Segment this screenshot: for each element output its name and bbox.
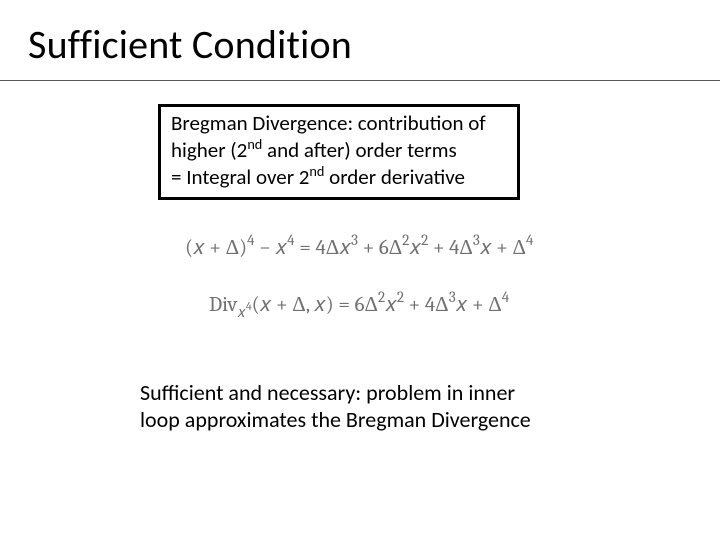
eq2-p4: 4: [502, 288, 509, 306]
eq2-b: 𝑥: [385, 293, 397, 317]
eq2-p2b: 2: [397, 288, 404, 306]
eq1-g: 𝑥 + Δ: [480, 236, 526, 260]
box-line-2a: higher (2: [171, 137, 247, 163]
eq1-p4a: 4: [247, 231, 254, 249]
eq2-sub: 𝑥4: [237, 303, 251, 321]
eq1-a: (𝑥 + Δ): [185, 236, 247, 260]
eq1-b: − 𝑥: [255, 236, 288, 260]
eq1-f: + 4Δ: [428, 236, 473, 260]
eq2-sub-p: 4: [246, 299, 252, 313]
eq2-div: Div: [209, 293, 237, 317]
box-line-2: higher (2nd and after) order terms: [171, 136, 507, 163]
box-line-3: = Integral over 2nd order derivative: [171, 163, 507, 190]
box-line-3-sup: nd: [309, 162, 324, 180]
eq2-c: + 4Δ: [404, 293, 449, 317]
footer-text: Sufficient and necessary: problem in inn…: [140, 380, 600, 434]
eq1-p4b: 4: [287, 231, 294, 249]
definition-box: Bregman Divergence: contribution of high…: [158, 104, 520, 200]
eq1-p3a: 3: [351, 231, 358, 249]
eq1-e: 𝑥: [409, 236, 421, 260]
box-line-2-sup: nd: [247, 135, 262, 153]
eq1-p2a: 2: [402, 231, 409, 249]
eq1-p4c: 4: [526, 231, 533, 249]
eq2-sub-a: 𝑥: [237, 303, 245, 321]
eq2-p2a: 2: [378, 288, 385, 306]
slide-title: Sufficient Condition: [28, 20, 352, 69]
eq2-a: (𝑥 + Δ, 𝑥) = 6Δ: [252, 293, 378, 317]
eq1-p3b: 3: [473, 231, 480, 249]
footer-line-1: Sufficient and necessary: problem in inn…: [140, 380, 600, 407]
equation-2: Div𝑥4(𝑥 + Δ, 𝑥) = 6Δ2𝑥2 + 4Δ3𝑥 + Δ4: [209, 287, 645, 323]
box-line-3a: = Integral over 2: [171, 164, 309, 190]
eq1-p2b: 2: [421, 231, 428, 249]
eq2-d: 𝑥 + Δ: [456, 293, 502, 317]
slide: Sufficient Condition Bregman Divergence:…: [0, 0, 720, 540]
equations: (𝑥 + Δ)4 − 𝑥4 = 4Δ𝑥3 + 6Δ2𝑥2 + 4Δ3𝑥 + Δ4…: [185, 230, 645, 322]
box-line-2b: and after) order terms: [262, 137, 456, 163]
box-line-1: Bregman Divergence: contribution of: [171, 111, 507, 136]
footer-line-2: loop approximates the Bregman Divergence: [140, 407, 600, 434]
eq2-p3: 3: [449, 288, 456, 306]
box-line-3b: order derivative: [324, 164, 465, 190]
eq1-c: = 4Δ𝑥: [295, 236, 351, 260]
eq1-d: + 6Δ: [358, 236, 402, 260]
equation-1: (𝑥 + Δ)4 − 𝑥4 = 4Δ𝑥3 + 6Δ2𝑥2 + 4Δ3𝑥 + Δ4: [185, 230, 645, 265]
title-underline: [0, 80, 720, 81]
